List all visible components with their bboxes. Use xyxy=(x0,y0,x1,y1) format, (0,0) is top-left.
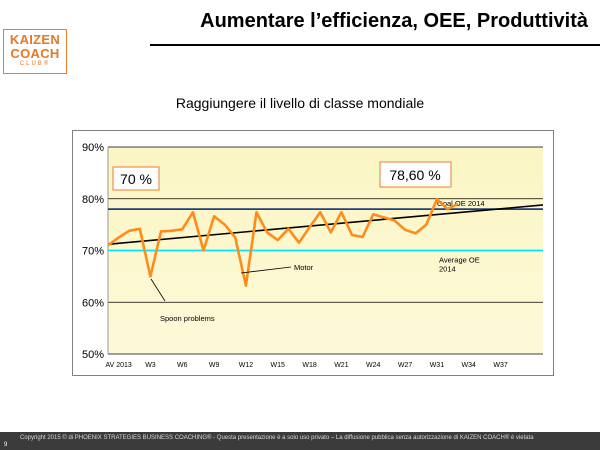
x-tick-label: W18 xyxy=(302,362,317,369)
y-tick-label: 60% xyxy=(82,297,104,309)
oee-series-line xyxy=(107,198,459,287)
x-tick-label: W9 xyxy=(209,362,220,369)
y-tick-label: 50% xyxy=(82,349,104,361)
logo-line-kaizen: KAIZEN xyxy=(9,32,61,47)
x-tick-label: W27 xyxy=(398,362,413,369)
goal-label: Goal OE 2014 xyxy=(437,199,485,208)
callout-box-start xyxy=(112,166,160,191)
annotation-motor-arrow xyxy=(240,266,292,274)
x-tick-label: W3 xyxy=(145,362,156,369)
oee-chart: 50% 60% 70% 80% 90% AV 2013 W3 W6 W9 W12 W15 W18 W21… xyxy=(82,142,544,369)
x-tick-label: W12 xyxy=(239,362,254,369)
y-tick-label: 90% xyxy=(82,142,104,154)
kaizen-coach-logo: KAIZEN COACH CLUB® xyxy=(3,29,67,74)
callout-start-value: 70 % xyxy=(120,171,152,187)
page-number: 9 xyxy=(4,442,8,448)
slide-subtitle: Raggiungere il livello di classe mondial… xyxy=(175,95,425,111)
annotation-spoon-arrow xyxy=(150,278,166,302)
x-tick-label: W15 xyxy=(271,362,286,369)
average-label-line1: Average OE xyxy=(439,256,480,265)
x-tick-label: W21 xyxy=(334,362,349,369)
callout-end-value: 78,60 % xyxy=(389,167,440,183)
x-tick-label: W6 xyxy=(177,362,188,369)
callout-box-end xyxy=(379,161,452,188)
x-tick-label: W24 xyxy=(366,362,381,369)
logo-line-club: CLUB® xyxy=(19,61,51,67)
x-tick-label: W34 xyxy=(462,362,477,369)
copyright-text: Copyright 2015 © di PHOENIX STRATEGIES B… xyxy=(20,435,534,441)
x-tick-label: AV 2013 xyxy=(105,362,131,369)
average-label-line2: 2014 xyxy=(439,265,456,274)
logo-line-coach: COACH xyxy=(10,46,60,61)
y-tick-label: 70% xyxy=(82,246,104,258)
x-tick-label: W31 xyxy=(430,362,445,369)
y-tick-label: 80% xyxy=(82,194,104,206)
x-tick-label: W37 xyxy=(493,362,508,369)
chart-frame: 50% 60% 70% 80% 90% AV 2013 W3 W6 W9 W12 W15 W18 W21… xyxy=(72,130,554,376)
footer-bar: Copyright 2015 © di PHOENIX STRATEGIES B… xyxy=(0,432,600,450)
annotation-spoon: Spoon problems xyxy=(160,314,215,323)
title-divider xyxy=(150,44,600,46)
slide-title: Aumentare l’efficienza, OEE, Produttivit… xyxy=(200,10,588,32)
annotation-motor: Motor xyxy=(294,263,314,272)
